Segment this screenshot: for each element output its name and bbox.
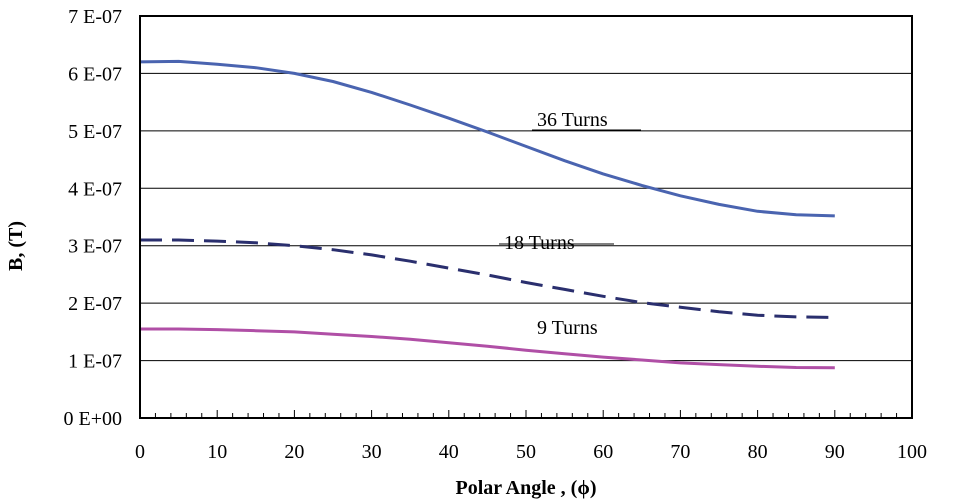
annotation-36-turns: 36 Turns <box>537 109 608 131</box>
y-tick-label: 1 E-07 <box>68 351 122 373</box>
x-tick-label: 60 <box>593 441 613 463</box>
x-tick-label: 20 <box>284 441 304 463</box>
x-tick-labels: 0 10 20 30 40 50 60 70 80 90 100 <box>135 441 927 463</box>
series-line-36-turns <box>139 59 835 218</box>
plot-area-border <box>139 15 913 419</box>
x-tick-label: 10 <box>207 441 227 463</box>
x-tick-label: 40 <box>439 441 459 463</box>
x-tick-label: 0 <box>135 441 145 463</box>
x-axis-title: Polar Angle , (ϕ) <box>456 477 597 499</box>
y-tick-label: 7 E-07 <box>68 6 122 28</box>
x-tick-label: 30 <box>362 441 382 463</box>
y-tick-label: 3 E-07 <box>68 236 122 258</box>
annotation-18-turns: 18 Turns <box>504 232 575 254</box>
y-tick-label: 2 E-07 <box>68 293 122 315</box>
y-axis-title: B, (T) <box>5 221 27 271</box>
x-tick-label: 50 <box>516 441 536 463</box>
y-tick-label: 4 E-07 <box>68 178 122 200</box>
x-tick-label: 70 <box>670 441 690 463</box>
x-tick-label: 80 <box>748 441 768 463</box>
annotation-9-turns: 9 Turns <box>537 317 598 339</box>
y-tick-label: 5 E-07 <box>68 121 122 143</box>
y-tick-label: 6 E-07 <box>68 63 122 85</box>
gridlines <box>140 72 912 362</box>
y-tick-labels: 0 E+00 1 E-07 2 E-07 3 E-07 4 E-07 5 E-07 6 E-… <box>64 6 123 430</box>
x-tick-label: 90 <box>825 441 845 463</box>
series-line-9-turns <box>140 327 835 370</box>
series-lines <box>139 59 835 370</box>
axes <box>139 15 913 419</box>
x-tick-label: 100 <box>897 441 927 463</box>
series-annotations: 36 Turns 18 Turns 9 Turns <box>499 109 641 339</box>
series-line-18-turns <box>140 238 835 319</box>
y-tick-label: 0 E+00 <box>64 408 123 430</box>
